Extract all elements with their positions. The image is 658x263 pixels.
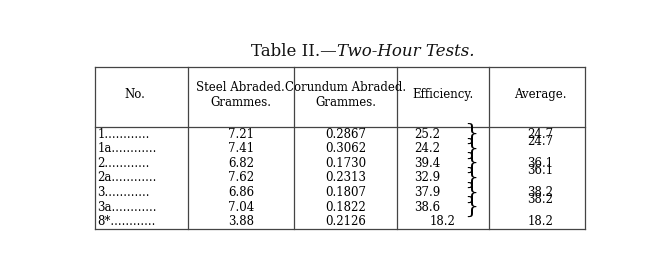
Text: Efficiency.: Efficiency. <box>412 88 473 101</box>
Text: 38.2: 38.2 <box>527 193 553 206</box>
Text: }: } <box>464 123 478 145</box>
Text: }: } <box>464 167 478 189</box>
Text: }: } <box>464 181 478 204</box>
Text: 38.6: 38.6 <box>415 201 441 214</box>
Text: 25.2: 25.2 <box>415 128 440 140</box>
Text: 24.7: 24.7 <box>527 135 553 148</box>
Text: 6.82: 6.82 <box>228 157 254 170</box>
Text: }: } <box>464 138 478 160</box>
Text: 2............: 2............ <box>97 157 150 170</box>
Text: 7.62: 7.62 <box>228 171 254 184</box>
Text: Corundum Abraded.
Grammes.: Corundum Abraded. Grammes. <box>285 81 406 109</box>
Text: }: } <box>464 152 478 174</box>
Text: 2a............: 2a............ <box>97 171 157 184</box>
Text: 1............: 1............ <box>97 128 150 140</box>
Text: 6.86: 6.86 <box>228 186 254 199</box>
Text: 24.7: 24.7 <box>527 128 553 140</box>
Text: Steel Abraded.
Grammes.: Steel Abraded. Grammes. <box>197 81 285 109</box>
Text: 0.1807: 0.1807 <box>325 186 366 199</box>
Text: 8*............: 8*............ <box>97 215 156 228</box>
Text: 0.1822: 0.1822 <box>325 201 366 214</box>
Text: 0.2313: 0.2313 <box>325 171 366 184</box>
Text: 7.41: 7.41 <box>228 142 254 155</box>
Text: 36.1: 36.1 <box>527 164 553 177</box>
Text: 7.04: 7.04 <box>228 201 254 214</box>
Text: 38.2: 38.2 <box>527 186 553 199</box>
Text: }: } <box>464 196 478 218</box>
Text: 32.9: 32.9 <box>415 171 441 184</box>
Text: 0.3062: 0.3062 <box>325 142 366 155</box>
Text: Table II.—: Table II.— <box>251 43 338 60</box>
Text: 0.1730: 0.1730 <box>325 157 366 170</box>
Text: 3.88: 3.88 <box>228 215 254 228</box>
Text: 7.21: 7.21 <box>228 128 254 140</box>
Text: 3............: 3............ <box>97 186 150 199</box>
Text: 18.2: 18.2 <box>430 215 456 228</box>
Text: 24.2: 24.2 <box>415 142 440 155</box>
Text: Average.: Average. <box>514 88 567 101</box>
Text: 0.2126: 0.2126 <box>325 215 366 228</box>
Text: 0.2867: 0.2867 <box>325 128 366 140</box>
Text: 18.2: 18.2 <box>527 215 553 228</box>
Text: No.: No. <box>125 88 145 101</box>
Text: 39.4: 39.4 <box>415 157 441 170</box>
Text: Two-Hour Tests.: Two-Hour Tests. <box>338 43 474 60</box>
Text: 36.1: 36.1 <box>527 157 553 170</box>
Text: 3a............: 3a............ <box>97 201 157 214</box>
Text: 37.9: 37.9 <box>415 186 441 199</box>
Text: 1a............: 1a............ <box>97 142 157 155</box>
